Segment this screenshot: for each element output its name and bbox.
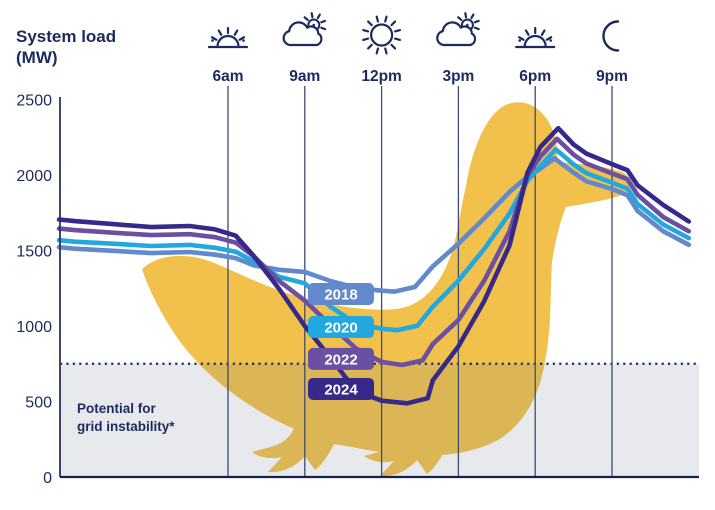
cloud-sun-icon <box>473 26 480 31</box>
time-label-9pm: 9pm <box>596 68 628 85</box>
sunrise-icon <box>217 29 223 36</box>
sun-icon <box>367 43 373 50</box>
year-label-box-2020 <box>308 316 374 339</box>
y-tick-2500: 2500 <box>16 93 52 110</box>
sunrise-icon <box>210 36 218 41</box>
sunrise-icon <box>216 34 240 48</box>
grid-instability-label: Potential for grid instability* <box>77 400 175 436</box>
year-label-box-2022 <box>308 347 374 370</box>
y-axis-title: System load (MW) <box>16 26 176 69</box>
cloud-sun-icon <box>310 12 314 19</box>
duck-left-foot <box>252 408 352 473</box>
sun-icon <box>384 47 388 55</box>
sunset-icon <box>524 29 530 36</box>
series-line-2024 <box>56 125 692 406</box>
sunset-icon <box>545 36 553 41</box>
grid-instability-line2: grid instability* <box>77 418 175 434</box>
moon-icon <box>602 20 620 52</box>
sunset-icon <box>518 39 521 42</box>
cloud-sun-icon <box>320 19 327 24</box>
sunset-icon <box>540 29 546 36</box>
cloud-sun-icon <box>457 16 463 21</box>
grid-instability-line1: Potential for <box>77 401 156 416</box>
year-label-box-2024 <box>308 377 374 400</box>
series-line-2022 <box>56 136 692 368</box>
year-label-text-2024: 2024 <box>324 381 358 398</box>
cloud-sun-icon <box>282 21 323 47</box>
year-label-box-2018 <box>308 282 374 305</box>
time-label-9am: 9am <box>289 68 320 85</box>
y-tick-0: 0 <box>43 470 52 487</box>
sun-icon <box>394 37 402 42</box>
time-label-3pm: 3pm <box>442 68 474 85</box>
sunrise-icon <box>211 39 214 42</box>
grid-instability-band <box>60 363 699 478</box>
year-label-text-2018: 2018 <box>324 286 357 303</box>
y-axis-title-line1: System load <box>16 27 117 46</box>
sun-icon <box>375 47 380 55</box>
y-tick-1000: 1000 <box>16 319 52 336</box>
sun-icon <box>394 28 402 33</box>
sun-icon <box>390 20 397 27</box>
year-label-text-2022: 2022 <box>324 351 357 368</box>
time-label-6am: 6am <box>212 68 243 85</box>
time-label-12pm: 12pm <box>361 68 402 85</box>
y-tick-500: 500 <box>25 395 52 412</box>
sun-icon <box>375 15 380 23</box>
duck-silhouette <box>142 102 630 456</box>
sunset-icon <box>523 34 547 48</box>
y-axis-title-line2: (MW) <box>16 48 58 68</box>
series-line-2020 <box>56 147 692 333</box>
y-tick-2000: 2000 <box>16 168 52 185</box>
cloud-sun-icon <box>320 26 327 31</box>
sunset-icon <box>518 36 525 41</box>
time-label-6pm: 6pm <box>519 68 551 85</box>
cloud-sun-icon <box>303 16 309 21</box>
cloud-sun-icon <box>464 12 468 19</box>
cloud-sun-icon <box>473 19 480 24</box>
cloud-sun-icon <box>436 21 477 47</box>
sun-icon <box>367 20 373 27</box>
year-label-text-2020: 2020 <box>324 320 357 337</box>
sunrise-icon <box>238 36 246 41</box>
sunrise-icon <box>233 29 239 36</box>
sunrise-icon <box>242 39 245 42</box>
cloud-sun-icon <box>316 13 321 20</box>
sunset-icon <box>549 39 552 42</box>
sun-icon <box>370 23 394 47</box>
sun-icon <box>390 43 397 50</box>
sun-icon <box>384 15 388 23</box>
series-line-2018 <box>56 156 692 294</box>
sun-icon <box>362 37 370 42</box>
y-tick-1500: 1500 <box>16 244 52 261</box>
cloud-sun-icon <box>470 13 475 20</box>
sun-icon <box>362 28 370 33</box>
duck-right-foot <box>364 412 466 477</box>
